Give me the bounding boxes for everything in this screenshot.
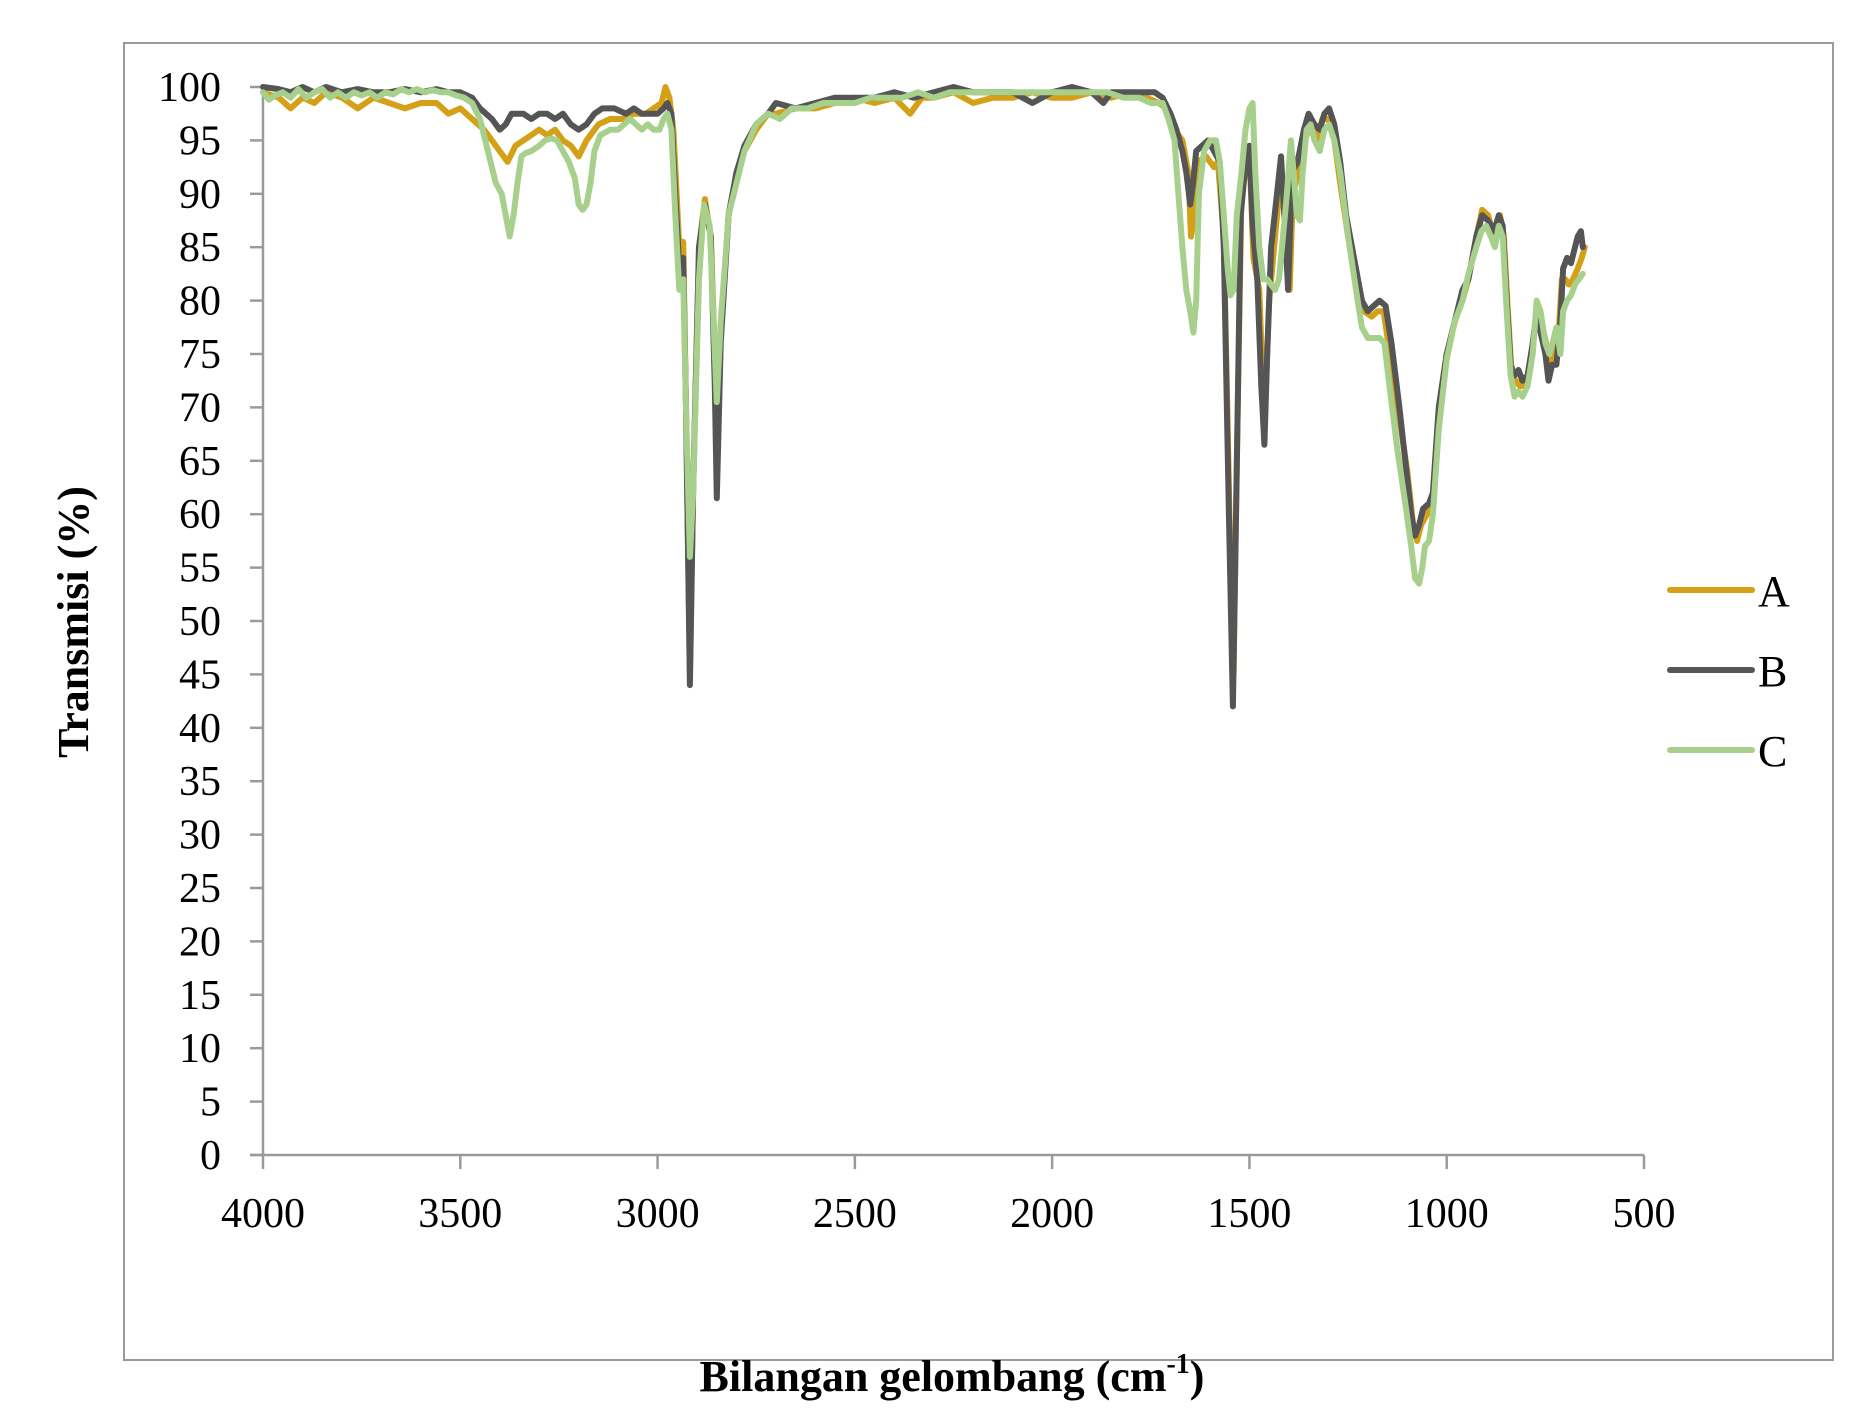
y-tick-label: 100 <box>158 65 221 111</box>
y-tick-label: 0 <box>200 1133 221 1179</box>
y-tick-label: 35 <box>179 759 221 805</box>
y-tick-label: 15 <box>179 973 221 1019</box>
legend-label: A <box>1758 567 1790 616</box>
y-tick-label: 55 <box>179 546 221 592</box>
legend-item-c: C <box>1667 727 1787 776</box>
y-tick-label: 10 <box>179 1026 221 1072</box>
series-line-b <box>260 84 1586 710</box>
legend-label: C <box>1758 727 1787 776</box>
x-axis-title-superscript: -1 <box>1166 1349 1189 1380</box>
legend-label: B <box>1758 647 1787 696</box>
chart-frame <box>123 42 1834 1361</box>
legend-item-b: B <box>1667 647 1787 696</box>
y-tick-label: 25 <box>179 866 221 912</box>
y-tick-label: 30 <box>179 813 221 859</box>
y-tick-label: 5 <box>200 1080 221 1126</box>
legend-item-a: A <box>1667 567 1790 616</box>
y-tick-label: 50 <box>179 599 221 645</box>
x-axis-title-close: ) <box>1190 1352 1205 1401</box>
x-tick-label: 2000 <box>1010 1191 1094 1237</box>
y-tick-label: 40 <box>179 706 221 752</box>
y-tick-label: 80 <box>179 279 221 325</box>
y-tick-label: 95 <box>179 118 221 164</box>
y-tick-label: 20 <box>179 919 221 965</box>
y-axis: 0 5 10 15 20 25 30 35 40 45 50 55 60 65 70 75 80 85 90 95 10… <box>158 65 265 1179</box>
x-tick-label: 1000 <box>1405 1191 1489 1237</box>
x-tick-label: 1500 <box>1207 1191 1291 1237</box>
x-tick-label: 500 <box>1613 1191 1676 1237</box>
y-tick-label: 70 <box>179 385 221 431</box>
x-tick-label: 3500 <box>418 1191 502 1237</box>
y-tick-label: 75 <box>179 332 221 378</box>
x-axis: 4000 3500 3000 2500 2000 1500 1000 500 <box>221 1153 1676 1237</box>
plot-area <box>260 84 1588 710</box>
x-tick-label: 4000 <box>221 1191 305 1237</box>
y-tick-label: 85 <box>179 225 221 271</box>
x-axis-title: Bilangan gelombang (cm-1) <box>700 1349 1205 1401</box>
y-tick-label: 60 <box>179 492 221 538</box>
x-tick-label: 2500 <box>813 1191 897 1237</box>
x-axis-title-main: Bilangan gelombang (cm <box>700 1352 1167 1401</box>
y-axis-title: Transmisi (%) <box>49 486 98 758</box>
legend: ABC <box>1667 567 1790 776</box>
x-tick-label: 3000 <box>616 1191 700 1237</box>
series-line-c <box>260 86 1586 587</box>
y-tick-label: 65 <box>179 439 221 485</box>
y-tick-label: 45 <box>179 652 221 698</box>
y-tick-label: 90 <box>179 172 221 218</box>
